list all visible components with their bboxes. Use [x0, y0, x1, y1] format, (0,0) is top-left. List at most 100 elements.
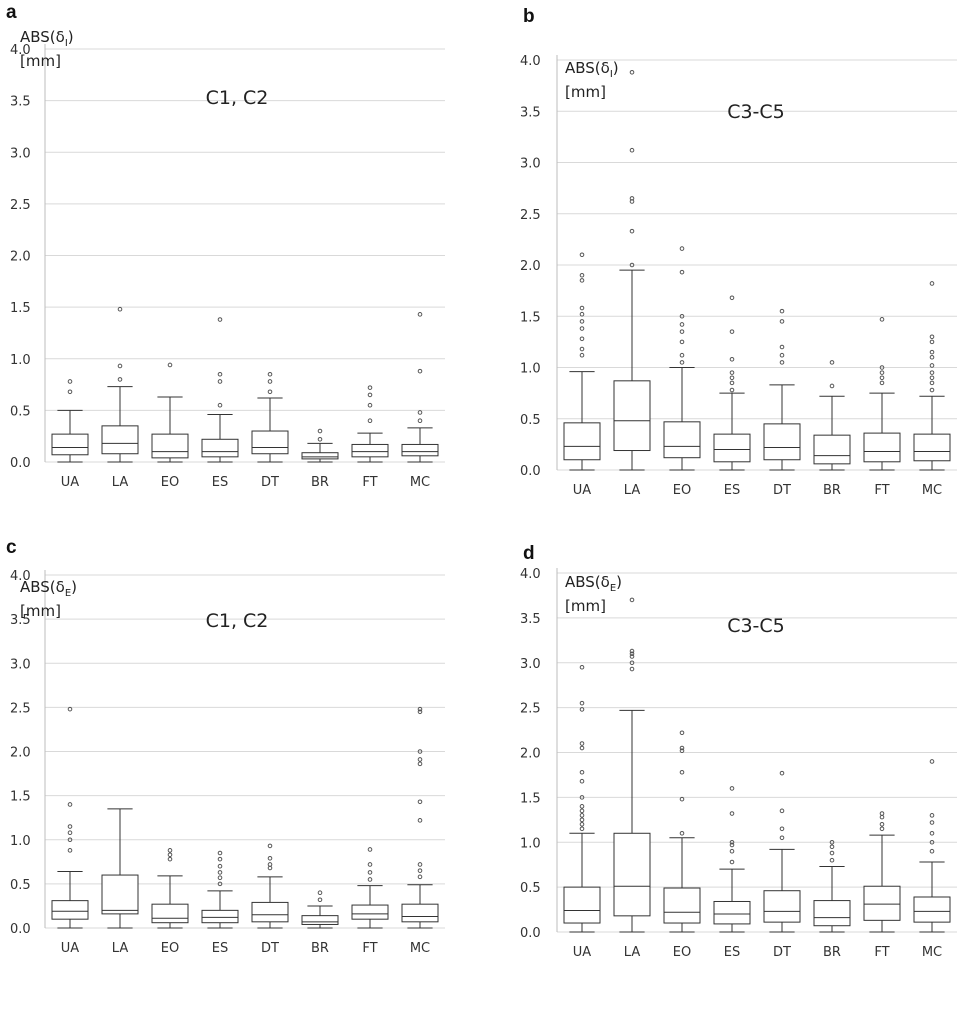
x-category-label: FT: [362, 475, 377, 490]
box-UA: UA: [51, 706, 89, 956]
outlier-point: [679, 730, 685, 736]
y-tick-label: 2.0: [10, 746, 31, 761]
outlier-point: [779, 344, 785, 350]
outlier-point: [117, 306, 123, 312]
y-label-subscript: I: [65, 38, 68, 49]
outlier-point: [217, 317, 223, 322]
y-tick-label: 1.5: [520, 310, 541, 325]
outlier-point: [929, 370, 935, 375]
outlier-point: [167, 856, 173, 862]
iqr-box: [401, 903, 439, 923]
y-tick-label: 0.0: [520, 464, 541, 479]
iqr-box: [101, 874, 139, 915]
outlier-point: [729, 839, 735, 845]
iqr-box: [863, 885, 901, 921]
outlier-point: [779, 352, 785, 358]
y-label-close: ): [616, 573, 622, 591]
outlier-point: [879, 822, 885, 827]
outlier-point: [417, 410, 423, 415]
outlier-point: [629, 651, 635, 657]
iqr-box: [101, 425, 139, 455]
box-LA: LA: [101, 306, 139, 490]
iqr-box: [251, 901, 289, 923]
x-category-label: BR: [823, 945, 841, 960]
outlier-point: [929, 830, 935, 836]
outlier-point: [579, 252, 585, 258]
outlier-point: [579, 664, 585, 670]
outlier-point: [929, 839, 935, 845]
y-tick-label: 3.5: [10, 613, 31, 628]
iqr-box: [913, 896, 951, 923]
outlier-point: [629, 147, 635, 153]
outlier-point: [679, 796, 685, 802]
y-axis-unit: [mm]: [565, 83, 606, 101]
box-FT: FT: [863, 811, 901, 960]
y-axis-unit: [mm]: [20, 602, 61, 620]
box-DT: DT: [763, 770, 801, 960]
x-category-label: LA: [112, 475, 129, 490]
outlier-point: [217, 875, 223, 880]
outlier-point: [167, 848, 173, 853]
outlier-point: [117, 377, 123, 382]
outlier-point: [879, 811, 885, 816]
outlier-point: [417, 868, 423, 873]
y-tick-label: 2.5: [10, 701, 31, 716]
outlier-point: [317, 436, 323, 442]
iqr-box: [301, 915, 339, 925]
outlier-point: [579, 778, 585, 784]
outlier-point: [929, 759, 935, 764]
y-tick-label: 2.0: [520, 259, 541, 274]
y-tick-label: 3.5: [520, 105, 541, 120]
outlier-point: [779, 770, 785, 776]
x-category-label: DT: [773, 945, 791, 960]
outlier-point: [629, 597, 635, 603]
outlier-point: [729, 329, 735, 334]
outlier-point: [679, 830, 685, 836]
x-category-label: BR: [311, 475, 329, 490]
outlier-point: [267, 855, 273, 861]
outlier-point: [679, 745, 685, 751]
y-axis-unit: [mm]: [20, 52, 61, 70]
y-tick-label: 1.0: [520, 836, 541, 851]
outlier-point: [217, 379, 223, 384]
outlier-point: [579, 795, 585, 800]
outlier-point: [579, 700, 585, 706]
x-category-label: LA: [624, 483, 641, 498]
outlier-point: [579, 817, 585, 823]
outlier-point: [929, 281, 935, 286]
outlier-point: [829, 839, 835, 845]
outlier-point: [629, 654, 635, 659]
outlier-point: [217, 863, 223, 869]
outlier-point: [267, 379, 273, 384]
outlier-point: [679, 769, 685, 775]
y-tick-label: 0.5: [520, 413, 541, 428]
outlier-point: [929, 813, 935, 818]
x-category-label: ES: [212, 941, 228, 956]
box-BR: BR: [813, 360, 851, 498]
outlier-point: [679, 329, 685, 334]
outlier-point: [729, 387, 735, 393]
iqr-box: [713, 900, 751, 925]
x-category-label: MC: [410, 941, 430, 956]
chart-title: C3-C5: [727, 615, 785, 637]
outlier-point: [679, 748, 685, 754]
y-label-subscript: I: [610, 69, 613, 80]
y-tick-label: 0.0: [10, 922, 31, 937]
outlier-point: [417, 757, 423, 762]
y-tick-label: 3.5: [10, 95, 31, 110]
iqr-box: [663, 421, 701, 459]
box-LA: LA: [101, 808, 139, 956]
box-UA: UA: [51, 379, 89, 490]
outlier-point: [317, 890, 323, 896]
y-tick-label: 2.0: [10, 250, 31, 265]
chart-title: C1, C2: [206, 610, 269, 632]
box-ES: ES: [713, 295, 751, 498]
y-label-main: ABS(δ: [20, 28, 65, 46]
box-BR: BR: [301, 890, 339, 956]
y-tick-label: 3.0: [520, 157, 541, 172]
outlier-point: [679, 322, 685, 327]
y-tick-label: 3.0: [520, 657, 541, 672]
iqr-box: [713, 433, 751, 463]
